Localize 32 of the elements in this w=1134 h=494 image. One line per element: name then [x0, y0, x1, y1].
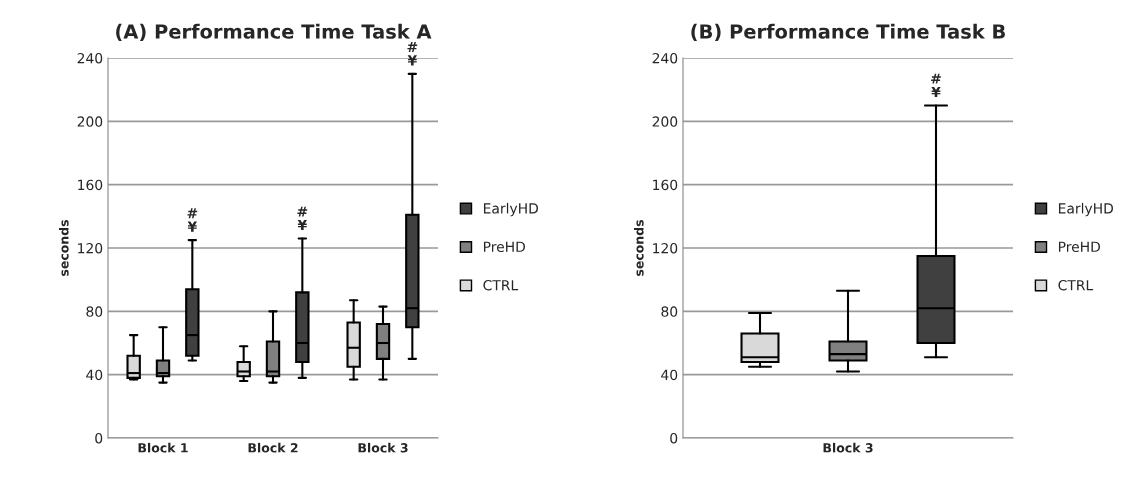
y-tick-label: 80 — [86, 306, 103, 317]
y-tick-label: 120 — [653, 242, 678, 254]
legend-label: EarlyHD — [483, 202, 539, 217]
y-tick-label: 0 — [95, 432, 103, 444]
y-tick-label: 80 — [661, 306, 678, 317]
y-tick-label: 240 — [652, 52, 678, 64]
chart-title: (A) Performance Time Task A — [116, 23, 432, 42]
legend-label: PreHD — [1058, 241, 1101, 253]
y-tick-label: 160 — [653, 179, 678, 191]
y-tick-label: 120 — [78, 242, 103, 254]
y-tick-label: 40 — [661, 369, 678, 381]
annotation: # ¥ — [297, 206, 308, 231]
annotation: # ¥ — [407, 41, 418, 66]
legend-label: PreHD — [483, 241, 526, 253]
y-tick-label: 200 — [77, 116, 103, 127]
legend-label: CTRL — [483, 279, 519, 291]
chart-title: (B) Performance Time Task B — [691, 23, 1005, 42]
x-tick-label: Block 3 — [358, 442, 408, 453]
x-tick-label: Block 3 — [823, 442, 873, 453]
x-tick-label: Block 1 — [138, 442, 188, 453]
x-tick-label: Block 2 — [248, 442, 298, 453]
legend-label: CTRL — [1058, 279, 1094, 291]
y-tick-label: 200 — [652, 116, 678, 127]
y-tick-label: 240 — [77, 52, 103, 64]
y-axis-title: seconds — [58, 219, 69, 276]
y-axis-title: seconds — [633, 219, 644, 276]
y-tick-label: 40 — [86, 369, 103, 381]
annotation: # ¥ — [187, 208, 198, 232]
annotation: # ¥ — [931, 73, 941, 98]
y-tick-label: 0 — [670, 432, 678, 444]
legend-label: EarlyHD — [1058, 202, 1114, 217]
y-tick-label: 160 — [78, 179, 103, 191]
